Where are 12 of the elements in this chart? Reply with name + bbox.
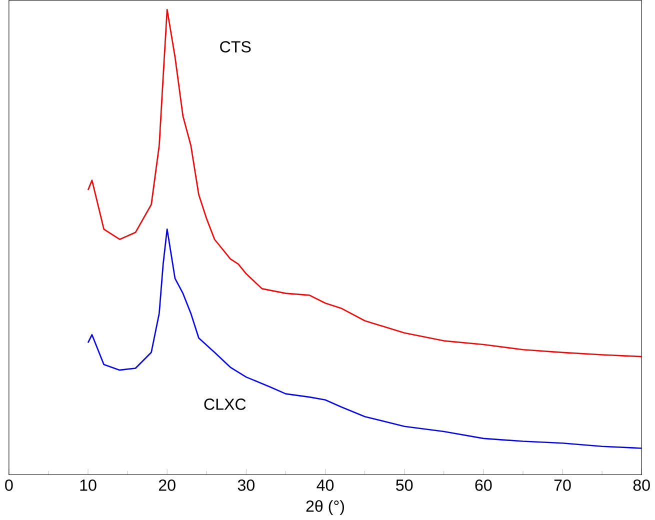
series-label: CLXC <box>204 398 246 410</box>
x-tick-label: 80 <box>633 480 650 492</box>
x-tick-label: 40 <box>316 480 334 492</box>
x-tick-label: 0 <box>5 480 13 492</box>
text: CTS <box>220 41 251 53</box>
x-tick-label: 20 <box>158 480 176 492</box>
x-tick-label: 70 <box>554 480 571 492</box>
x-tick-label: 50 <box>396 480 413 492</box>
x-tick-label: 10 <box>80 480 96 492</box>
x-tick-label: 30 <box>238 480 255 492</box>
x-axis-title: 2θ (°) <box>306 500 344 516</box>
x-tick-label: 60 <box>475 480 492 492</box>
